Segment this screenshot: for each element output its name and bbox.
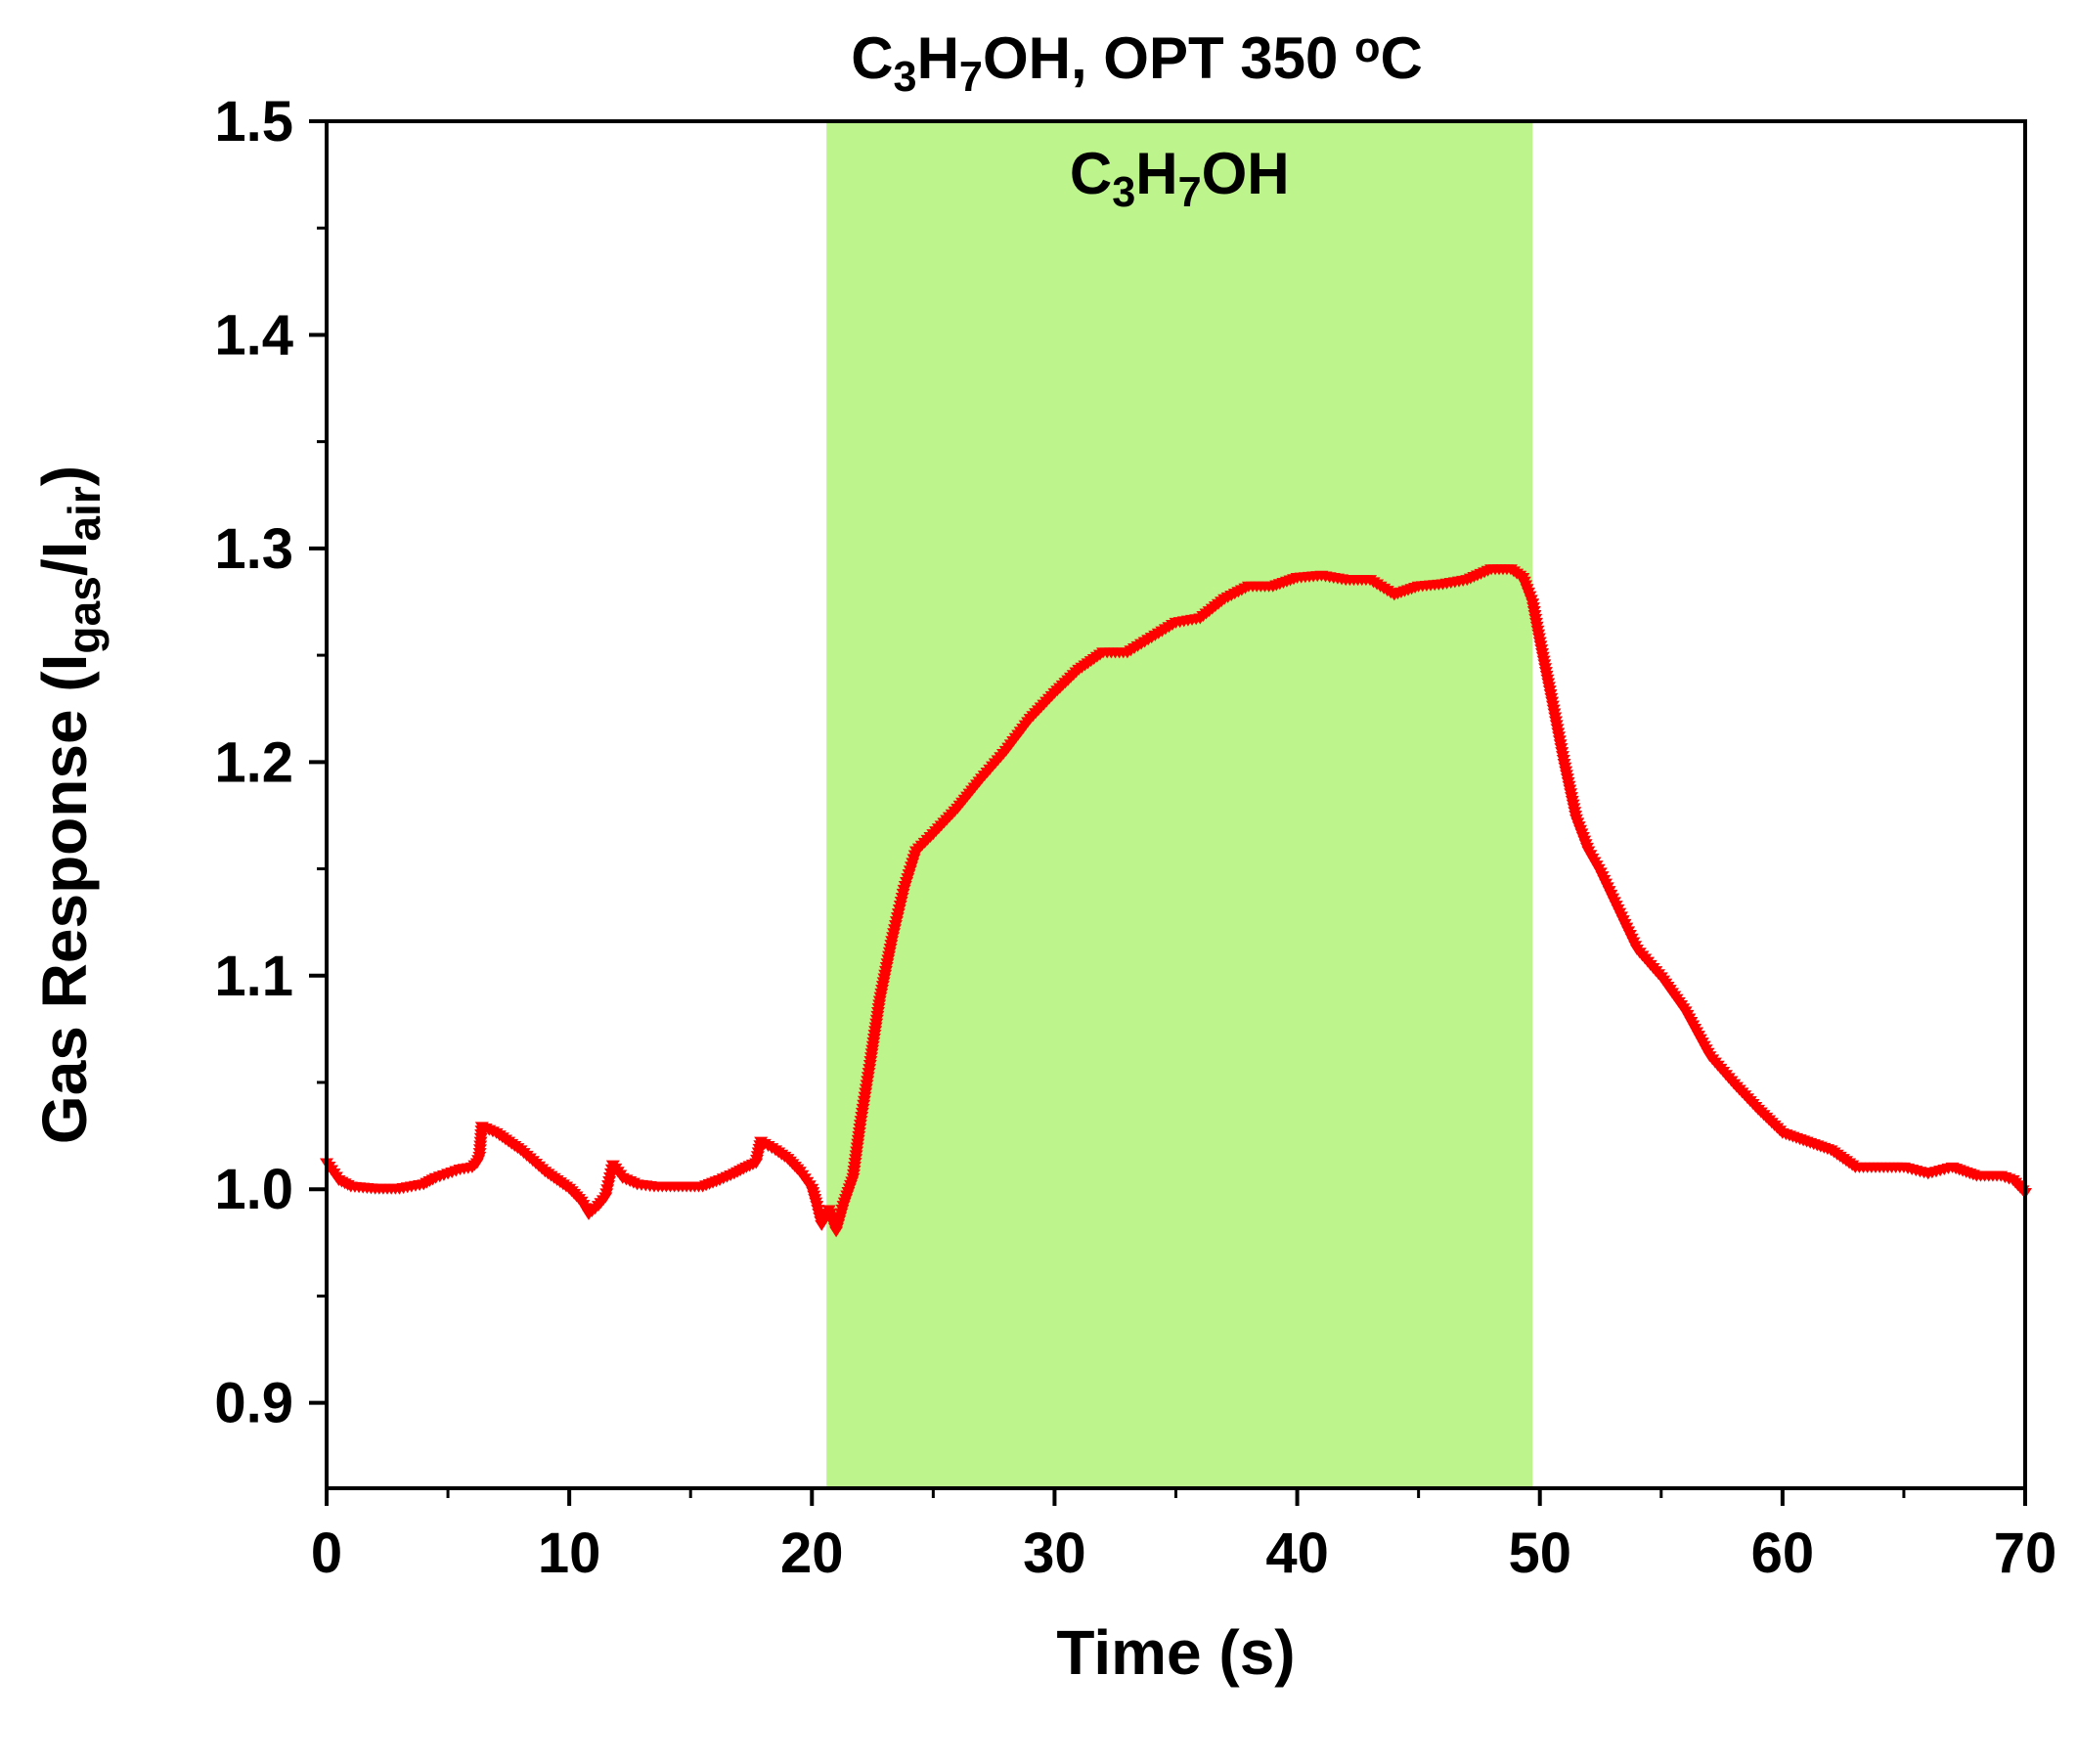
y-axis-title-group: Gas Response (Igas/Iair) <box>29 465 110 1144</box>
x-tick-label: 40 <box>1265 1521 1329 1585</box>
y-tick-label: 1.5 <box>214 90 293 154</box>
series-c3h7oh-response <box>320 564 2032 1238</box>
series-layer <box>320 564 2032 1238</box>
x-axis-title: Time (s) <box>1056 1617 1295 1688</box>
x-tick-label: 30 <box>1023 1521 1086 1585</box>
highlight-band-label: C3H7OH <box>1070 141 1290 216</box>
x-tick-label: 50 <box>1508 1521 1571 1585</box>
y-tick-label: 1.4 <box>214 303 293 367</box>
x-tick-label: 20 <box>780 1521 844 1585</box>
x-tick-label: 70 <box>1994 1521 2057 1585</box>
y-tick-label: 1.0 <box>214 1158 293 1221</box>
chart-title: C3H7OH, OPT 350 oC <box>851 24 1423 101</box>
plot-frame <box>325 119 2027 1490</box>
labels-layer: 0 10 20 30 40 50 60 70 0.9 1.0 1.1 1.2 1.3 1.4 1.5 C3H7… <box>29 24 2056 1688</box>
y-tick-label: 0.9 <box>214 1372 293 1435</box>
y-tick-label: 1.1 <box>214 945 293 1008</box>
x-tick-label: 0 <box>311 1521 342 1585</box>
y-tick-label: 1.3 <box>214 517 293 581</box>
x-tick-label: 60 <box>1751 1521 1815 1585</box>
y-axis-title: Gas Response (Igas/Iair) <box>29 465 110 1144</box>
highlight-band <box>826 121 1533 1488</box>
x-tick-label: 10 <box>538 1521 601 1585</box>
highlight-band-layer <box>826 121 1533 1488</box>
y-tick-label: 1.2 <box>214 730 293 794</box>
